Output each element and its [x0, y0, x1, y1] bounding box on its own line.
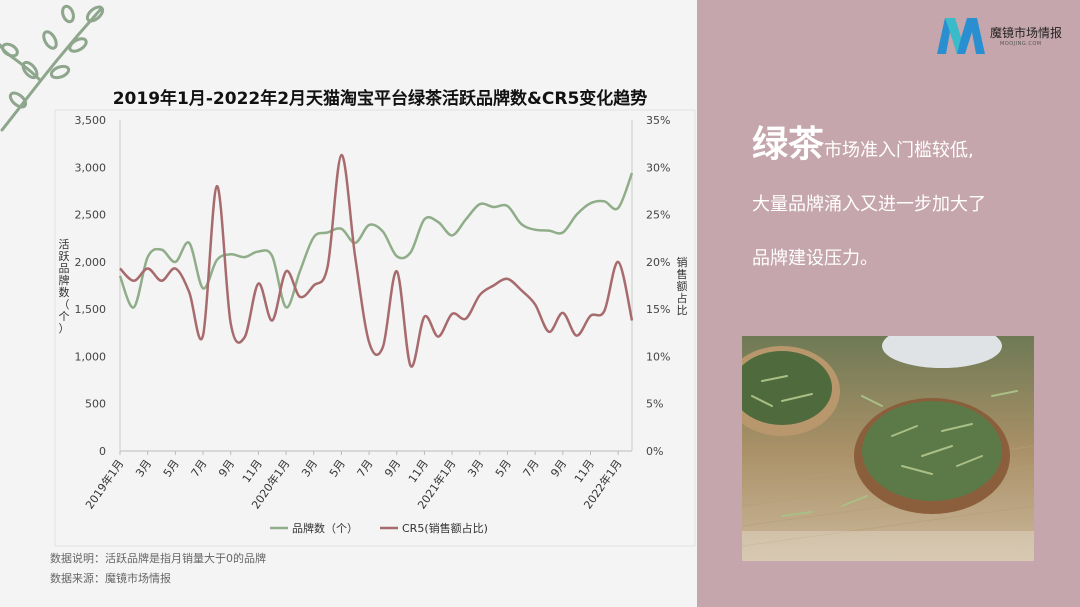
headline: 绿茶市场准入门槛较低, 大量品牌涌入又进一步加大了 品牌建设压力。	[752, 118, 1072, 286]
legend-label: CR5(销售额占比)	[402, 521, 488, 535]
y2-tick-label: 30%	[646, 161, 670, 174]
cr5-series-line	[119, 153, 634, 368]
data-source: 数据来源：魔镜市场情报	[50, 572, 171, 585]
leaf-sprig-decoration	[0, 4, 105, 132]
y2-tick-label: 15%	[646, 303, 670, 316]
y-tick-label: 1,500	[75, 303, 107, 316]
y2-tick-label: 5%	[646, 398, 663, 411]
y2-tick-label: 25%	[646, 209, 670, 222]
y-tick-label: 2,500	[75, 209, 107, 222]
y-tick-label: 3,000	[75, 161, 107, 174]
logo-subtitle: MOOJING.COM	[1000, 41, 1042, 47]
moojing-logo-icon	[937, 18, 985, 54]
headline-line2: 大量品牌涌入又进一步加大了	[752, 194, 986, 215]
legend-label: 品牌数（个）	[292, 521, 358, 535]
y-tick-label: 2,000	[75, 256, 107, 269]
headline-line3: 品牌建设压力。	[752, 248, 878, 269]
y-axis-title: 活跃品牌数（个）	[59, 238, 70, 335]
green-tea-photo	[742, 336, 1034, 561]
data-note: 数据说明：活跃品牌是指月销量大于0的品牌	[50, 552, 266, 565]
y-tick-label: 1,000	[75, 350, 107, 363]
y2-axis-title: 销售额占比	[677, 255, 688, 317]
y-tick-label: 500	[85, 398, 106, 411]
logo-name: 魔镜市场情报	[990, 26, 1063, 40]
brand-count-series-line	[118, 172, 634, 309]
y2-tick-label: 0%	[646, 445, 663, 458]
line-chart: 0 500 1,000 1,500 2,000 2,500 3,000 3,500 0% 5% 10…	[54, 109, 696, 547]
headline-line1: 市场准入门槛较低,	[824, 140, 974, 161]
chart-title: 2019年1月-2022年2月天猫淘宝平台绿茶活跃品牌数&CR5变化趋势	[112, 89, 648, 109]
y2-tick-label: 35%	[646, 114, 670, 127]
y2-tick-label: 10%	[646, 350, 670, 363]
y-tick-label: 0	[99, 445, 106, 458]
headline-emphasis: 绿茶	[752, 124, 825, 165]
y-tick-label: 3,500	[75, 114, 107, 127]
y2-tick-label: 20%	[646, 256, 670, 269]
